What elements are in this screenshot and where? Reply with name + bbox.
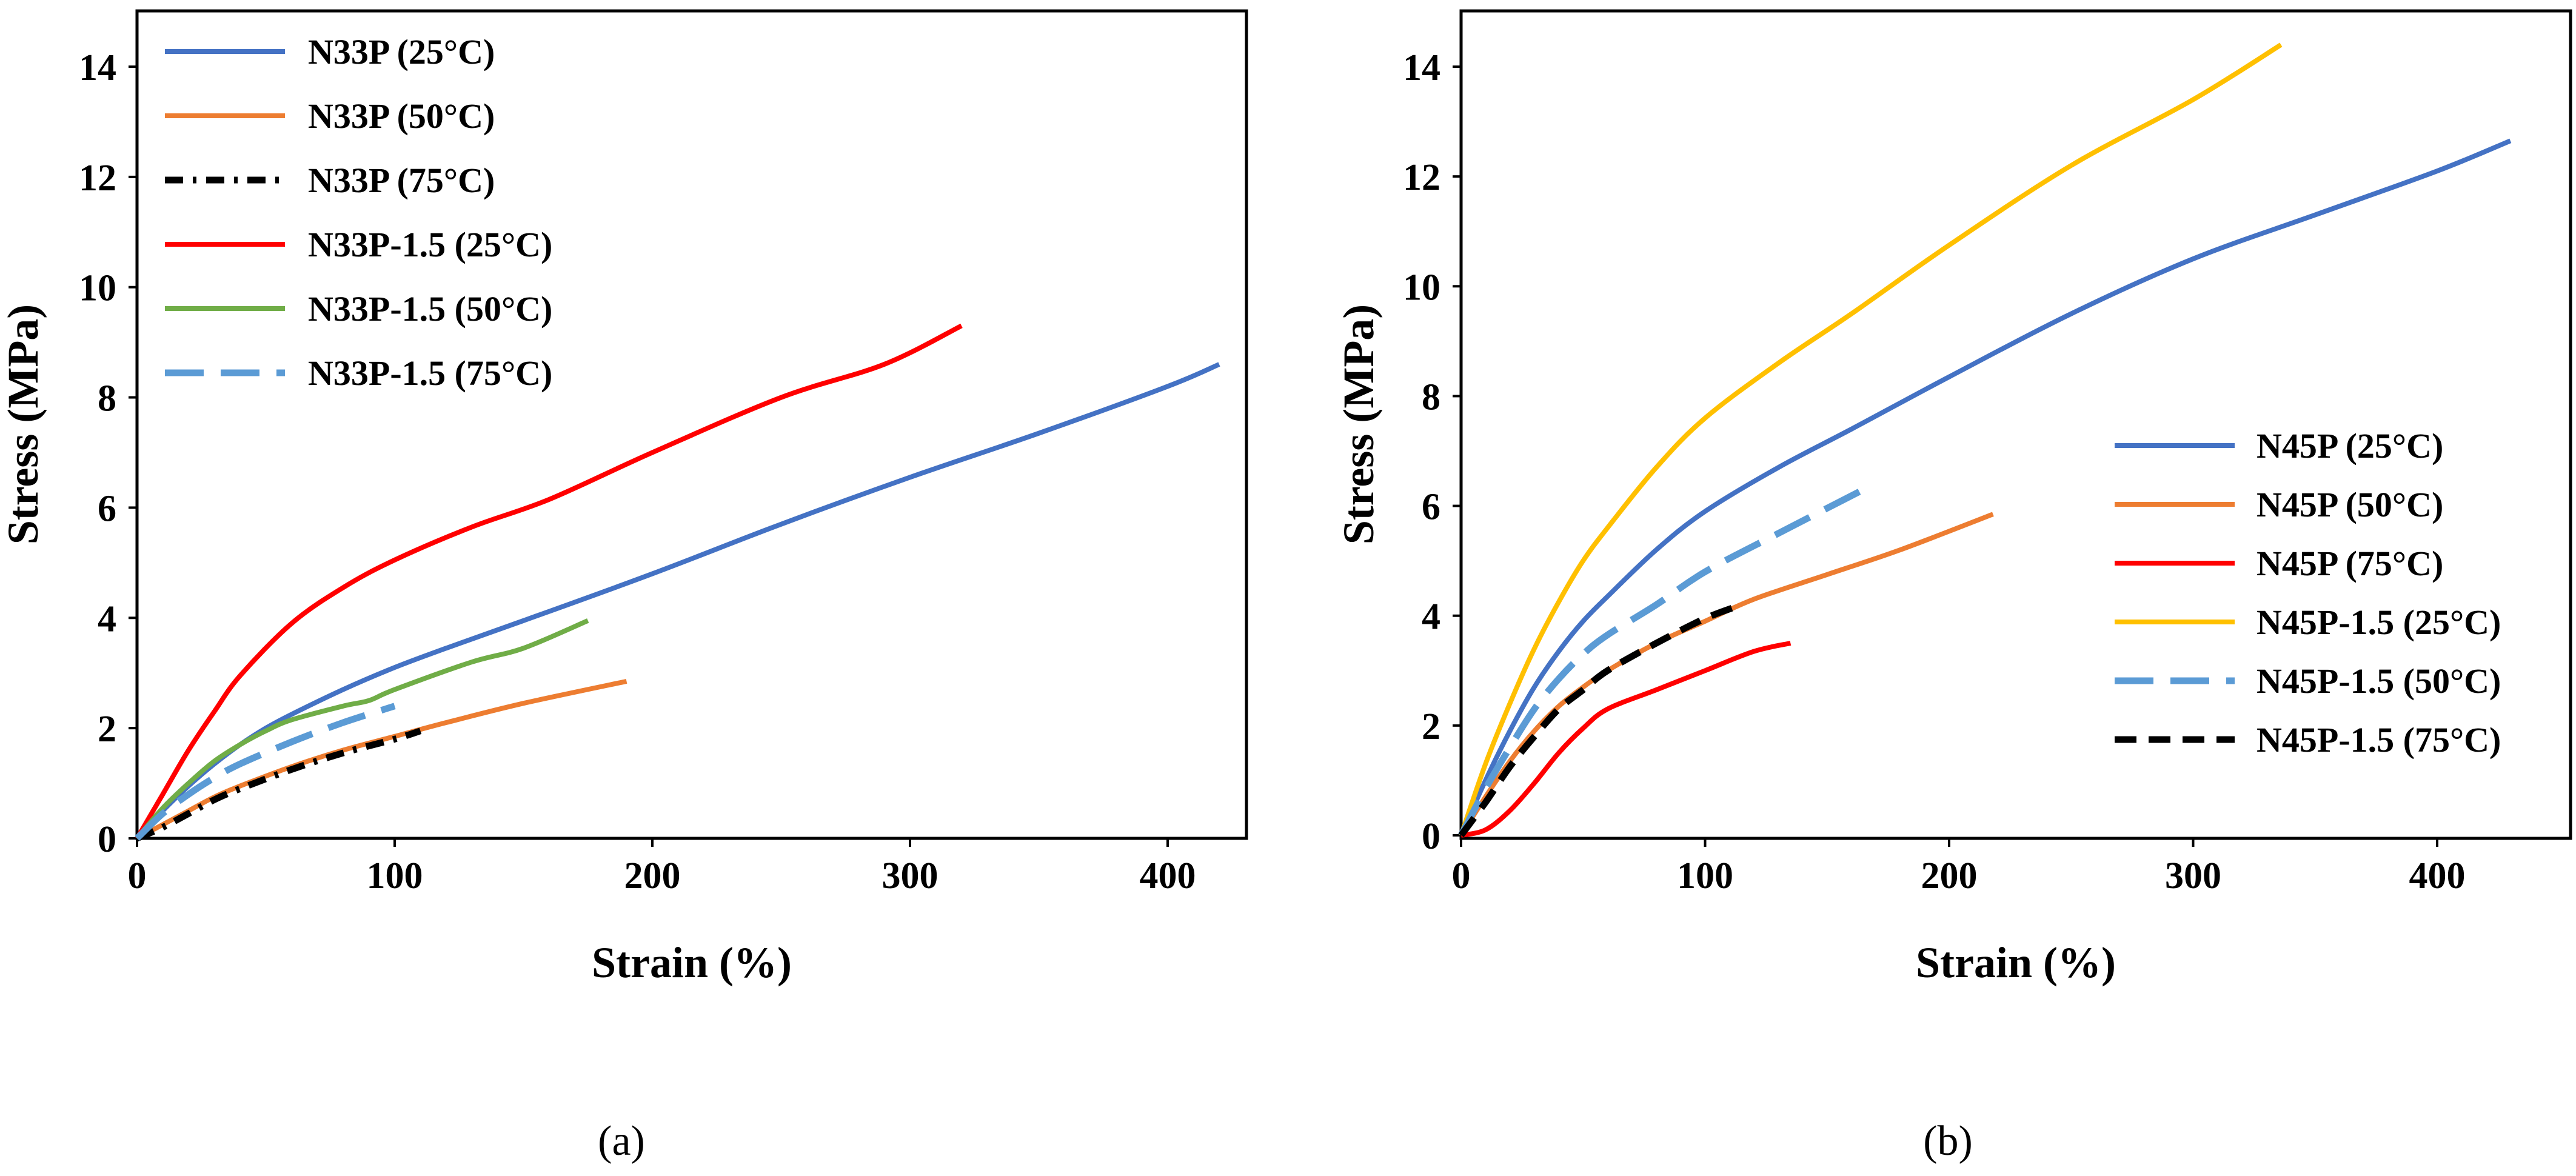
chart-b-y-tick-label: 10 (1403, 267, 1440, 308)
chart-b-series-line-3 (1460, 641, 1791, 838)
chart-b-y-tick-label: 8 (1422, 376, 1440, 418)
chart-a-x-axis-title: Strain (%) (592, 938, 792, 987)
chart-a-x-tick-label: 300 (882, 855, 938, 897)
chart-b-y-tick-label: 4 (1422, 596, 1440, 638)
chart-a-series-line-5 (135, 618, 589, 840)
chart-a-legend-label-5: N33P-1.5 (50°C) (308, 289, 552, 329)
chart-b-x-tick-label: 0 (1452, 855, 1471, 897)
chart-b-legend-label-6: N45P-1.5 (75°C) (2257, 720, 2501, 760)
chart-b-legend-label-5: N45P-1.5 (50°C) (2257, 661, 2501, 701)
chart-a-caption: (a) (598, 1118, 645, 1164)
chart-a-legend: N33P (25°C) N33P (50°C) N33P (75°C) N33P-1.… (165, 32, 552, 393)
chart-b-series-line-5 (1458, 486, 1865, 837)
chart-b-legend-label-3: N45P (75°C) (2257, 544, 2443, 583)
chart-a-x-tick-label: 400 (1140, 855, 1196, 897)
chart-a-x-ticks: 0 100 200 300 400 (128, 838, 1196, 897)
chart-b-x-tick-label: 200 (1921, 855, 1978, 897)
chart-b-plot-frame (1459, 9, 2572, 840)
chart-b-y-tick-label: 12 (1403, 157, 1440, 198)
chart-a-x-tick-label: 100 (367, 855, 423, 897)
chart-b-y-tick-label: 0 (1422, 816, 1440, 857)
chart-a-y-tick-label: 14 (79, 47, 116, 89)
chart-b-y-tick-label: 2 (1422, 706, 1440, 747)
chart-a-y-axis-title: Stress (MPa) (0, 304, 47, 545)
chart-a-y-tick-label: 2 (98, 709, 116, 750)
chart-b-x-tick-label: 300 (2165, 855, 2221, 897)
chart-a-series-line-6 (135, 703, 396, 841)
chart-a-y-ticks: 0 2 4 6 8 10 12 14 (79, 47, 137, 860)
chart-b-x-tick-label: 100 (1677, 855, 1733, 897)
chart-a-series (135, 323, 1220, 842)
chart-b-series (1458, 42, 2512, 838)
chart-a-y-tick-label: 0 (98, 819, 116, 860)
chart-b-legend-label-4: N45P-1.5 (25°C) (2257, 603, 2501, 642)
chart-a-legend-label-3: N33P (75°C) (308, 161, 495, 200)
chart-b-x-axis-title: Strain (%) (1916, 938, 2116, 987)
chart-b-caption: (b) (1923, 1118, 1973, 1164)
chart-a-y-tick-label: 10 (79, 268, 116, 309)
chart-a-legend-label-6: N33P-1.5 (75°C) (308, 353, 552, 393)
chart-a-series-line-4 (135, 323, 963, 840)
chart-a-legend-label-2: N33P (50°C) (308, 96, 495, 136)
chart-a-y-tick-label: 4 (98, 598, 116, 640)
chart-b-y-axis-title: Stress (MPa) (1334, 304, 1383, 545)
chart-a-y-tick-label: 12 (79, 158, 116, 199)
chart-b-series-line-6 (1458, 601, 1743, 838)
chart-a-series-line-3 (135, 727, 422, 842)
chart-b-series-line-4 (1459, 42, 2283, 837)
chart-a-y-tick-label: 6 (98, 488, 116, 529)
chart-b-legend-label-1: N45P (25°C) (2257, 426, 2443, 466)
chart-b-x-tick-label: 400 (2409, 855, 2466, 897)
chart-a-legend-label-4: N33P-1.5 (25°C) (308, 225, 552, 264)
chart-b-y-tick-label: 14 (1403, 47, 1440, 89)
chart-b-legend: N45P (25°C) N45P (50°C) N45P (75°C) N45P-1.… (2115, 426, 2501, 760)
chart-a-x-tick-label: 200 (624, 855, 681, 897)
chart-b-series-line-1 (1459, 138, 2512, 837)
chart-b-x-ticks: 0 100 200 300 400 (1452, 838, 2466, 897)
chart-b-y-tick-label: 6 (1422, 487, 1440, 528)
chart-a-y-tick-label: 8 (98, 378, 116, 419)
chart-b-y-ticks: 0 2 4 6 8 10 12 14 (1403, 47, 1461, 857)
chart-b-series-line-2 (1459, 512, 1994, 837)
chart-a-legend-label-1: N33P (25°C) (308, 32, 495, 72)
chart-a-x-tick-label: 0 (128, 855, 147, 897)
chart-b-legend-label-2: N45P (50°C) (2257, 485, 2443, 524)
